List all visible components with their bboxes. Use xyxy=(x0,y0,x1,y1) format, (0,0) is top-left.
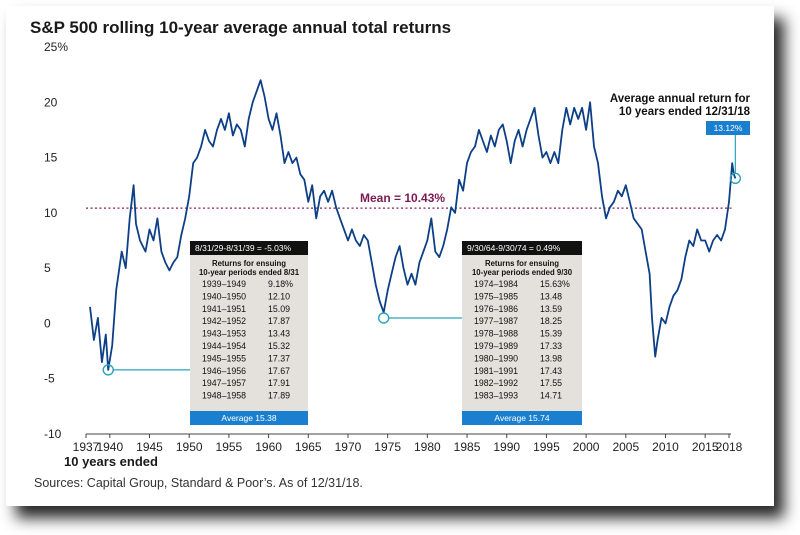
table-average-bg xyxy=(462,411,582,425)
table-period: 1945–1955 xyxy=(202,353,246,363)
table-period: 1978–1988 xyxy=(474,329,518,339)
x-tick-label: 1980 xyxy=(414,440,441,454)
table-period: 1974–1984 xyxy=(474,279,518,289)
table-return: 15.39 xyxy=(540,329,562,339)
y-tick-label: 20 xyxy=(44,95,58,109)
y-tick-label: 5 xyxy=(44,261,51,275)
table-average: Average 15.38 xyxy=(221,413,276,423)
table-body-bg xyxy=(190,255,308,411)
x-tick-label: 2015 xyxy=(692,440,719,454)
table-average: Average 15.74 xyxy=(494,413,549,423)
table-return: 17.67 xyxy=(268,366,290,376)
end-annotation: Average annual return for 10 years ended… xyxy=(610,93,751,135)
table-return: 17.87 xyxy=(268,316,290,326)
end-value-box xyxy=(706,121,750,135)
x-tick-label: 1995 xyxy=(533,440,560,454)
table-return: 13.43 xyxy=(268,329,290,339)
table-period: 1947–1957 xyxy=(202,378,246,388)
chart-title: S&P 500 rolling 10-year average annual t… xyxy=(30,18,452,37)
x-tick-label: 1950 xyxy=(176,440,203,454)
table-return: 17.37 xyxy=(268,353,290,363)
table-body-bg xyxy=(462,255,582,411)
x-tick-label: 1937 xyxy=(73,440,100,454)
source-note: Sources: Capital Group, Standard & Poor’… xyxy=(34,476,363,490)
end-annotation-line1: Average annual return for xyxy=(610,93,751,105)
table-return: 15.32 xyxy=(268,341,290,351)
returns-table-1964: 9/30/64-9/30/74 = 0.49% Returns for ensui… xyxy=(462,241,582,425)
y-tick-label: 0 xyxy=(44,316,51,330)
table-period: 1941–1951 xyxy=(202,304,246,314)
table-header: 9/30/64-9/30/74 = 0.49% xyxy=(467,243,561,253)
table-return: 17.91 xyxy=(268,378,290,388)
x-tick-label: 2018 xyxy=(716,440,743,454)
table-period: 1975–1985 xyxy=(474,291,518,301)
table-return: 15.63% xyxy=(540,279,570,289)
y-tick-label: 25% xyxy=(44,40,68,54)
table-return: 13.48 xyxy=(540,291,562,301)
x-tick-label: 1955 xyxy=(216,440,243,454)
table-period: 1948–1958 xyxy=(202,391,246,401)
table-subtitle: Returns for ensuing xyxy=(485,259,559,268)
table-period: 1940–1950 xyxy=(202,291,246,301)
returns-table-1929: 8/31/29-8/31/39 = -5.03% Returns for ensu… xyxy=(190,241,308,425)
table-return: 17.89 xyxy=(268,391,290,401)
x-tick-label: 1970 xyxy=(335,440,362,454)
y-axis-ticks: 25% 20 15 10 5 0 -5 -10 xyxy=(44,40,68,441)
table-return: 17.43 xyxy=(540,366,562,376)
table-period: 1977–1987 xyxy=(474,316,518,326)
table-period: 1939–1949 xyxy=(202,279,246,289)
x-tick-label: 1940 xyxy=(96,440,123,454)
x-tick-label: 1975 xyxy=(374,440,401,454)
y-tick-label: -5 xyxy=(44,372,55,386)
end-annotation-line2: 10 years ended 12/31/18 xyxy=(619,106,751,118)
table-return: 15.09 xyxy=(268,304,290,314)
table-return: 9.18% xyxy=(268,279,293,289)
table-subtitle: 10-year periods ended 8/31 xyxy=(199,268,300,277)
x-tick-label: 1960 xyxy=(255,440,282,454)
x-tick-label: 1945 xyxy=(136,440,163,454)
table-subtitle: 10-year periods ended 9/30 xyxy=(472,268,573,277)
table-return: 14.71 xyxy=(540,391,562,401)
end-value-label: 13.12% xyxy=(714,123,743,133)
table-return: 17.33 xyxy=(540,341,562,351)
mean-label: Mean = 10.43% xyxy=(360,191,445,205)
y-tick-label: 10 xyxy=(44,206,58,220)
table-period: 1983–1993 xyxy=(474,391,518,401)
y-tick-label: 15 xyxy=(44,151,58,165)
x-tick-label: 2000 xyxy=(573,440,600,454)
x-axis-footer: 10 years ended xyxy=(64,454,158,469)
table-period: 1981–1991 xyxy=(474,366,518,376)
table-period: 1944–1954 xyxy=(202,341,246,351)
y-tick-label: -10 xyxy=(44,427,62,441)
table-subtitle: Returns for ensuing xyxy=(212,259,286,268)
callout-connectors xyxy=(102,135,742,376)
x-tick-label: 2005 xyxy=(612,440,639,454)
table-header: 8/31/29-8/31/39 = -5.03% xyxy=(195,243,292,253)
table-return: 13.98 xyxy=(540,353,562,363)
table-period: 1946–1956 xyxy=(202,366,246,376)
table-return: 12.10 xyxy=(268,291,290,301)
table-period: 1943–1953 xyxy=(202,329,246,339)
x-tick-label: 1985 xyxy=(454,440,481,454)
x-tick-label: 2010 xyxy=(652,440,679,454)
table-period: 1980–1990 xyxy=(474,353,518,363)
table-return: 17.55 xyxy=(540,378,562,388)
table-header-bg xyxy=(190,241,308,255)
table-return: 13.59 xyxy=(540,304,562,314)
series-line xyxy=(89,79,737,371)
x-tick-label: 1965 xyxy=(295,440,322,454)
table-return: 18.25 xyxy=(540,316,562,326)
callout-marker xyxy=(377,312,390,324)
table-period: 1976–1986 xyxy=(474,304,518,314)
table-average-bg xyxy=(190,411,308,425)
x-tick-label: 1990 xyxy=(493,440,520,454)
table-period: 1982–1992 xyxy=(474,378,518,388)
table-header-bg xyxy=(462,241,582,255)
table-period: 1979–1989 xyxy=(474,341,518,351)
table-period: 1942–1952 xyxy=(202,316,246,326)
